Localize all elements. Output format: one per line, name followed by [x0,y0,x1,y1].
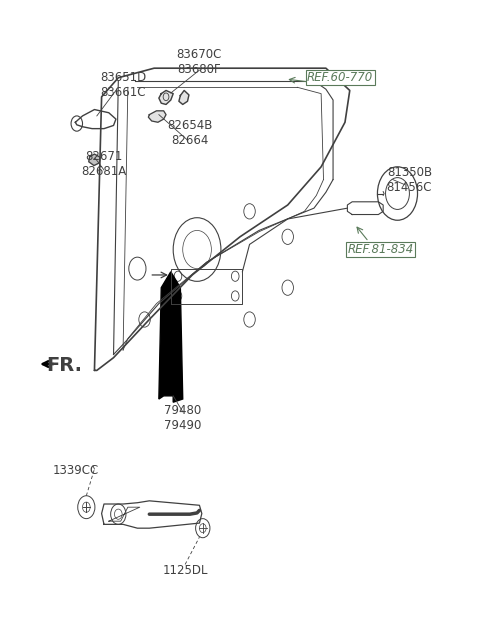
Polygon shape [159,272,183,402]
Polygon shape [89,154,100,166]
Text: 82671
82681A: 82671 82681A [82,150,127,178]
Text: 81350B
81456C: 81350B 81456C [387,166,432,194]
Text: 82654B
82664: 82654B 82664 [167,119,213,147]
Polygon shape [148,111,166,122]
Text: 1125DL: 1125DL [162,564,208,577]
Text: REF.60-770: REF.60-770 [307,71,373,84]
Text: 1339CC: 1339CC [52,465,98,477]
Text: REF.81-834: REF.81-834 [348,243,414,256]
Text: 83670C
83680F: 83670C 83680F [177,48,222,76]
Text: 83651D
83661C: 83651D 83661C [100,72,146,100]
Polygon shape [159,91,173,104]
Text: 79480
79490: 79480 79490 [164,404,202,432]
Text: FR.: FR. [47,357,83,376]
Polygon shape [179,91,189,104]
